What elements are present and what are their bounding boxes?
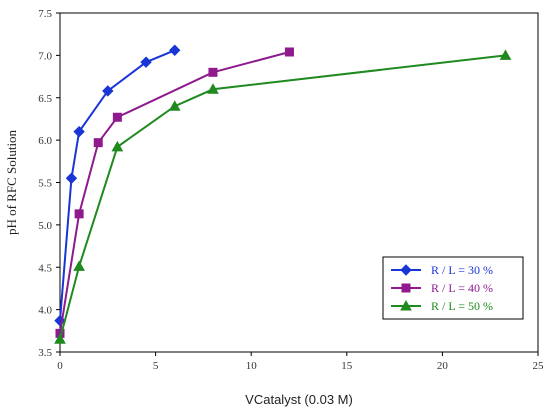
series-line [59,49,176,321]
legend-label: R / L = 30 % [431,263,493,277]
x-tick-label: 10 [246,360,258,372]
data-point [111,140,124,152]
data-point [284,47,294,57]
y-tick-label: 4.0 [38,305,52,317]
y-tick-label: 3.5 [38,347,52,359]
legend-items: R / L = 30 % R / L = 40 % R / L = 50 % [391,263,493,313]
data-point [54,333,66,344]
y-axis-title: pH of RFC Solution [4,129,19,235]
y-tick-label: 7.0 [38,50,52,62]
legend-label: R / L = 40 % [431,281,493,295]
series-2 [55,47,294,338]
data-point [65,172,78,184]
data-point [73,125,85,138]
legend-item: R / L = 30 % [391,263,493,277]
legend: R / L = 30 % R / L = 40 % R / L = 50 % [382,256,524,320]
y-tick-label: 5.0 [38,220,52,232]
data-point [140,56,152,68]
legend-item: R / L = 40 % [391,281,493,295]
data-point [169,44,181,56]
data-point [112,112,122,122]
data-point [73,260,85,271]
y-tick-label: 7.5 [38,8,52,20]
axis-ticks: 0 5 10 15 20 25 3.5 4.0 4.5 5.0 5.5 6.0 6.5 7.0 7.5 [38,8,544,372]
legend-item: R / L = 50 % [391,299,493,313]
series-3 [54,49,512,344]
legend-marker [400,299,412,311]
data-point [74,209,84,219]
y-tick-label: 6.0 [38,135,52,147]
data-point [499,49,512,60]
data-point [208,67,218,77]
legend-label: R / L = 50 % [431,299,493,313]
legend-marker [400,264,412,276]
x-axis-title: VCatalyst (0.03 M) [245,392,353,407]
x-tick-label: 15 [341,360,353,372]
series-line [59,51,290,334]
series-line [59,54,506,340]
series-1 [54,44,181,327]
data-point [93,138,103,148]
data-point [168,100,181,111]
x-tick-label: 25 [533,360,545,372]
data-point [207,83,219,94]
y-tick-label: 5.5 [38,178,52,190]
x-tick-label: 0 [57,360,63,372]
y-tick-label: 4.5 [38,262,52,274]
series-layer [54,44,512,344]
x-tick-label: 5 [153,360,159,372]
x-tick-label: 20 [437,360,449,372]
data-point [102,85,114,97]
y-tick-label: 6.5 [38,93,52,105]
legend-marker [401,283,411,293]
